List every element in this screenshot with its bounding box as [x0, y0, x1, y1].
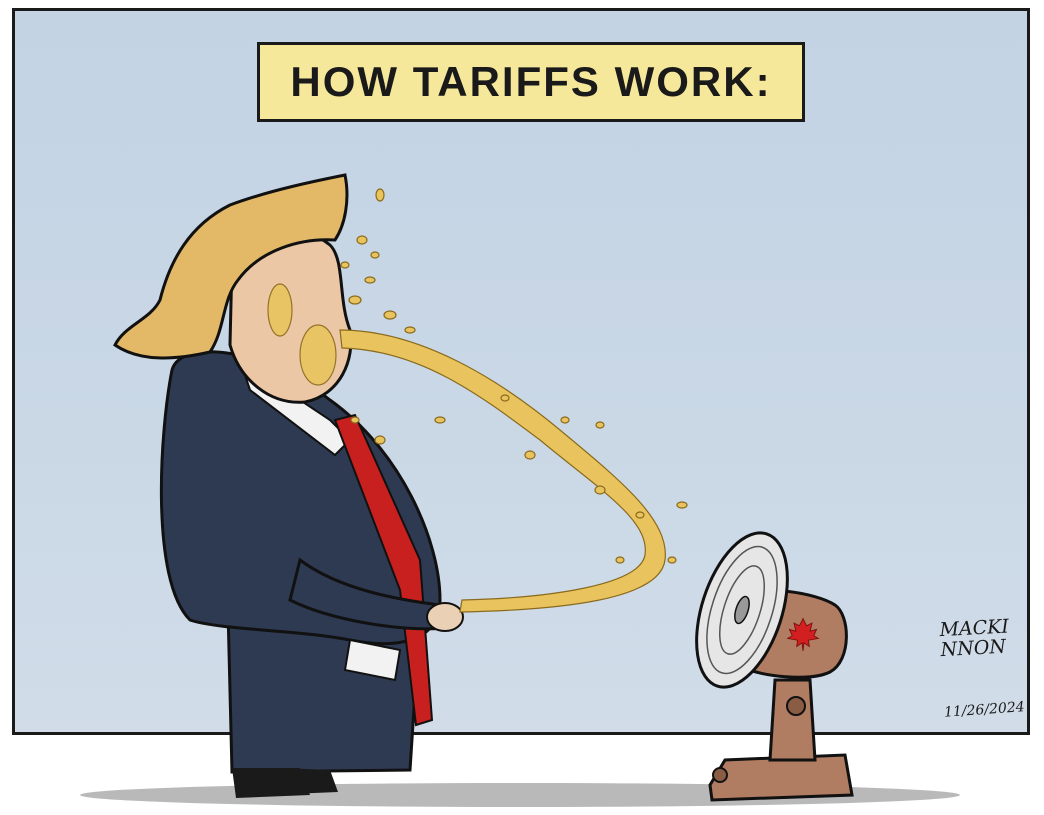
- maple-leaf-icon: [786, 617, 820, 652]
- title-banner: HOW TARIFFS WORK:: [257, 42, 805, 122]
- man-in-suit-icon: [113, 173, 464, 798]
- coin-spray: [267, 188, 688, 613]
- artist-signature: MACKINNON 11/26/2024: [938, 615, 1025, 728]
- signature-name: MACKINNON: [938, 615, 1010, 662]
- cartoon-title: HOW TARIFFS WORK:: [290, 58, 772, 105]
- desk-fan-icon: [695, 531, 854, 802]
- signature-date: 11/26/2024: [943, 699, 1026, 721]
